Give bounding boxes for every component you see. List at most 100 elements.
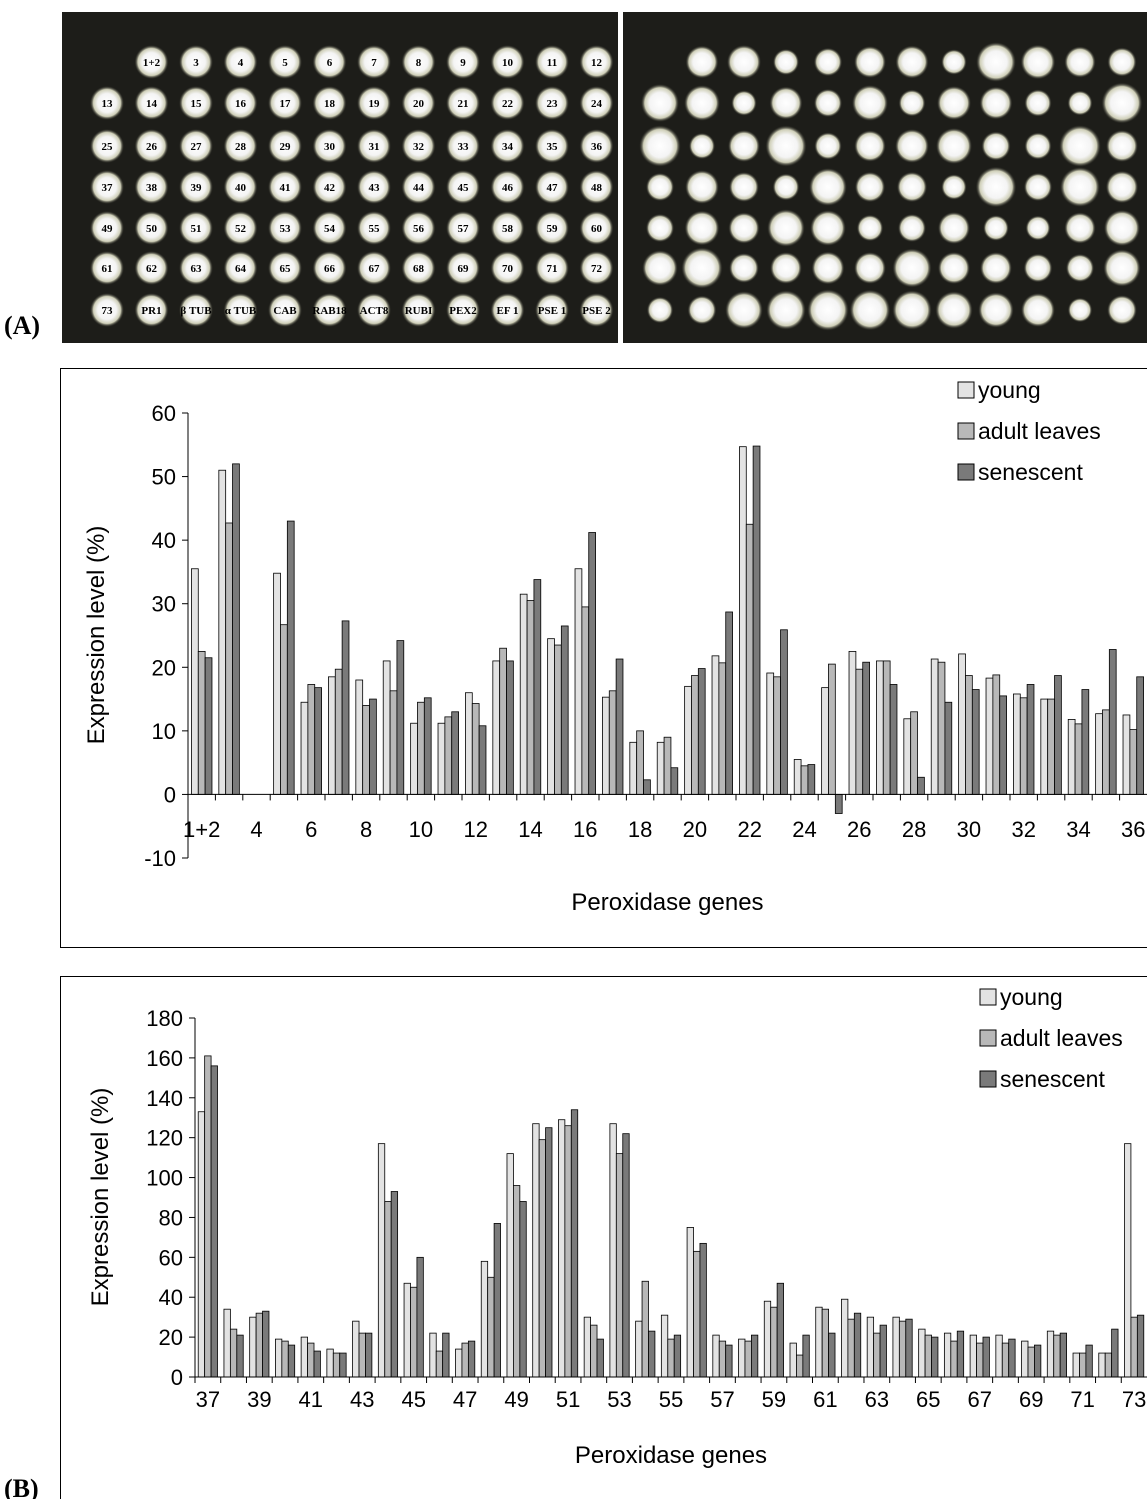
spot-label: 52 xyxy=(235,223,247,235)
spot-label: 22 xyxy=(502,98,514,110)
bar xyxy=(438,723,445,794)
bar xyxy=(424,698,431,795)
bar xyxy=(822,688,829,795)
bar xyxy=(597,1339,603,1377)
x-tick-label: 57 xyxy=(710,1387,734,1412)
bar xyxy=(1000,696,1007,795)
bar xyxy=(803,1335,809,1377)
array-spot xyxy=(685,211,720,246)
array-spot xyxy=(976,167,1017,208)
bar xyxy=(959,654,966,794)
x-tick-label: 41 xyxy=(299,1387,323,1412)
legend-label: young xyxy=(1000,984,1063,1010)
x-tick-label: 61 xyxy=(813,1387,837,1412)
spot-label: 25 xyxy=(102,141,114,153)
spot-label: 14 xyxy=(146,98,158,110)
bar xyxy=(417,1257,423,1377)
array-spot xyxy=(941,49,966,74)
bar xyxy=(411,723,418,794)
spot-label: 26 xyxy=(146,141,158,153)
bar xyxy=(1041,699,1048,794)
spot-label: 9 xyxy=(460,57,466,69)
bar xyxy=(548,639,555,795)
array-spot xyxy=(686,46,719,79)
spot-label: 56 xyxy=(413,223,425,235)
bar xyxy=(340,1353,346,1377)
spot-label: 43 xyxy=(369,182,381,194)
x-tick-label: 10 xyxy=(409,817,433,842)
bar xyxy=(363,705,370,794)
bar xyxy=(841,1299,847,1377)
bar xyxy=(691,676,698,795)
y-tick-label: 140 xyxy=(146,1086,183,1111)
array-spot xyxy=(728,130,760,162)
bar xyxy=(558,1120,564,1377)
array-spot xyxy=(809,168,847,206)
spot-label: 10 xyxy=(502,57,514,69)
x-tick-label: 6 xyxy=(305,817,317,842)
array-spot xyxy=(647,297,673,323)
legend-label: adult leaves xyxy=(1000,1025,1123,1051)
spot-label: β TUB xyxy=(180,305,212,317)
array-spot xyxy=(895,129,929,163)
bar xyxy=(410,1287,416,1377)
bar xyxy=(764,1301,770,1377)
y-tick-label: 20 xyxy=(159,1325,183,1350)
bar xyxy=(582,607,589,795)
array-spot xyxy=(685,170,719,204)
bar xyxy=(481,1261,487,1377)
bar xyxy=(644,780,651,795)
array-spot xyxy=(938,212,970,244)
array-spot xyxy=(1107,47,1136,76)
array-spot xyxy=(725,291,763,329)
spot-label: PSE 2 xyxy=(582,305,611,317)
y-axis-label: Expression level (%) xyxy=(83,526,110,745)
bar xyxy=(771,1307,777,1377)
array-spot xyxy=(854,130,886,162)
bar xyxy=(488,1277,494,1377)
bar xyxy=(527,601,534,795)
bar xyxy=(571,1110,577,1377)
spot-label: α TUB xyxy=(225,305,257,317)
array-spot xyxy=(850,290,891,331)
bar xyxy=(468,1341,474,1377)
bar xyxy=(1075,724,1082,795)
array-spot xyxy=(855,172,885,202)
spot-label: 5 xyxy=(282,57,288,69)
x-tick-label: 51 xyxy=(556,1387,580,1412)
panel-label: (A) xyxy=(4,311,40,340)
x-tick-label: 30 xyxy=(957,817,981,842)
bar xyxy=(739,447,746,795)
bar xyxy=(226,523,233,794)
bar xyxy=(230,1329,236,1377)
bar xyxy=(602,697,609,794)
bar xyxy=(767,673,774,794)
bar xyxy=(250,1317,256,1377)
spot-label: 70 xyxy=(502,263,514,275)
bar xyxy=(554,645,561,794)
array-spot xyxy=(857,215,883,241)
legend-swatch xyxy=(958,423,974,439)
spot-label: 59 xyxy=(547,223,559,235)
bar xyxy=(342,621,349,795)
spot-label: 45 xyxy=(458,182,470,194)
spot-label: RAB18 xyxy=(312,305,347,317)
bar xyxy=(335,669,342,794)
array-spot xyxy=(941,174,966,199)
array-spot xyxy=(812,252,845,285)
array-spot xyxy=(731,90,756,115)
x-tick-label: 32 xyxy=(1011,817,1035,842)
array-spot xyxy=(1106,171,1138,203)
bar xyxy=(636,1321,642,1377)
chart-frame xyxy=(61,977,1147,1499)
array-spot xyxy=(1026,216,1051,241)
bar xyxy=(986,678,993,794)
bar xyxy=(315,688,322,795)
spot-label: 15 xyxy=(191,98,203,110)
y-tick-label: 40 xyxy=(152,528,176,553)
bar xyxy=(494,1223,500,1377)
bar xyxy=(353,1321,359,1377)
bar xyxy=(698,669,705,795)
x-tick-label: 47 xyxy=(453,1387,477,1412)
spot-label: 11 xyxy=(547,57,557,69)
